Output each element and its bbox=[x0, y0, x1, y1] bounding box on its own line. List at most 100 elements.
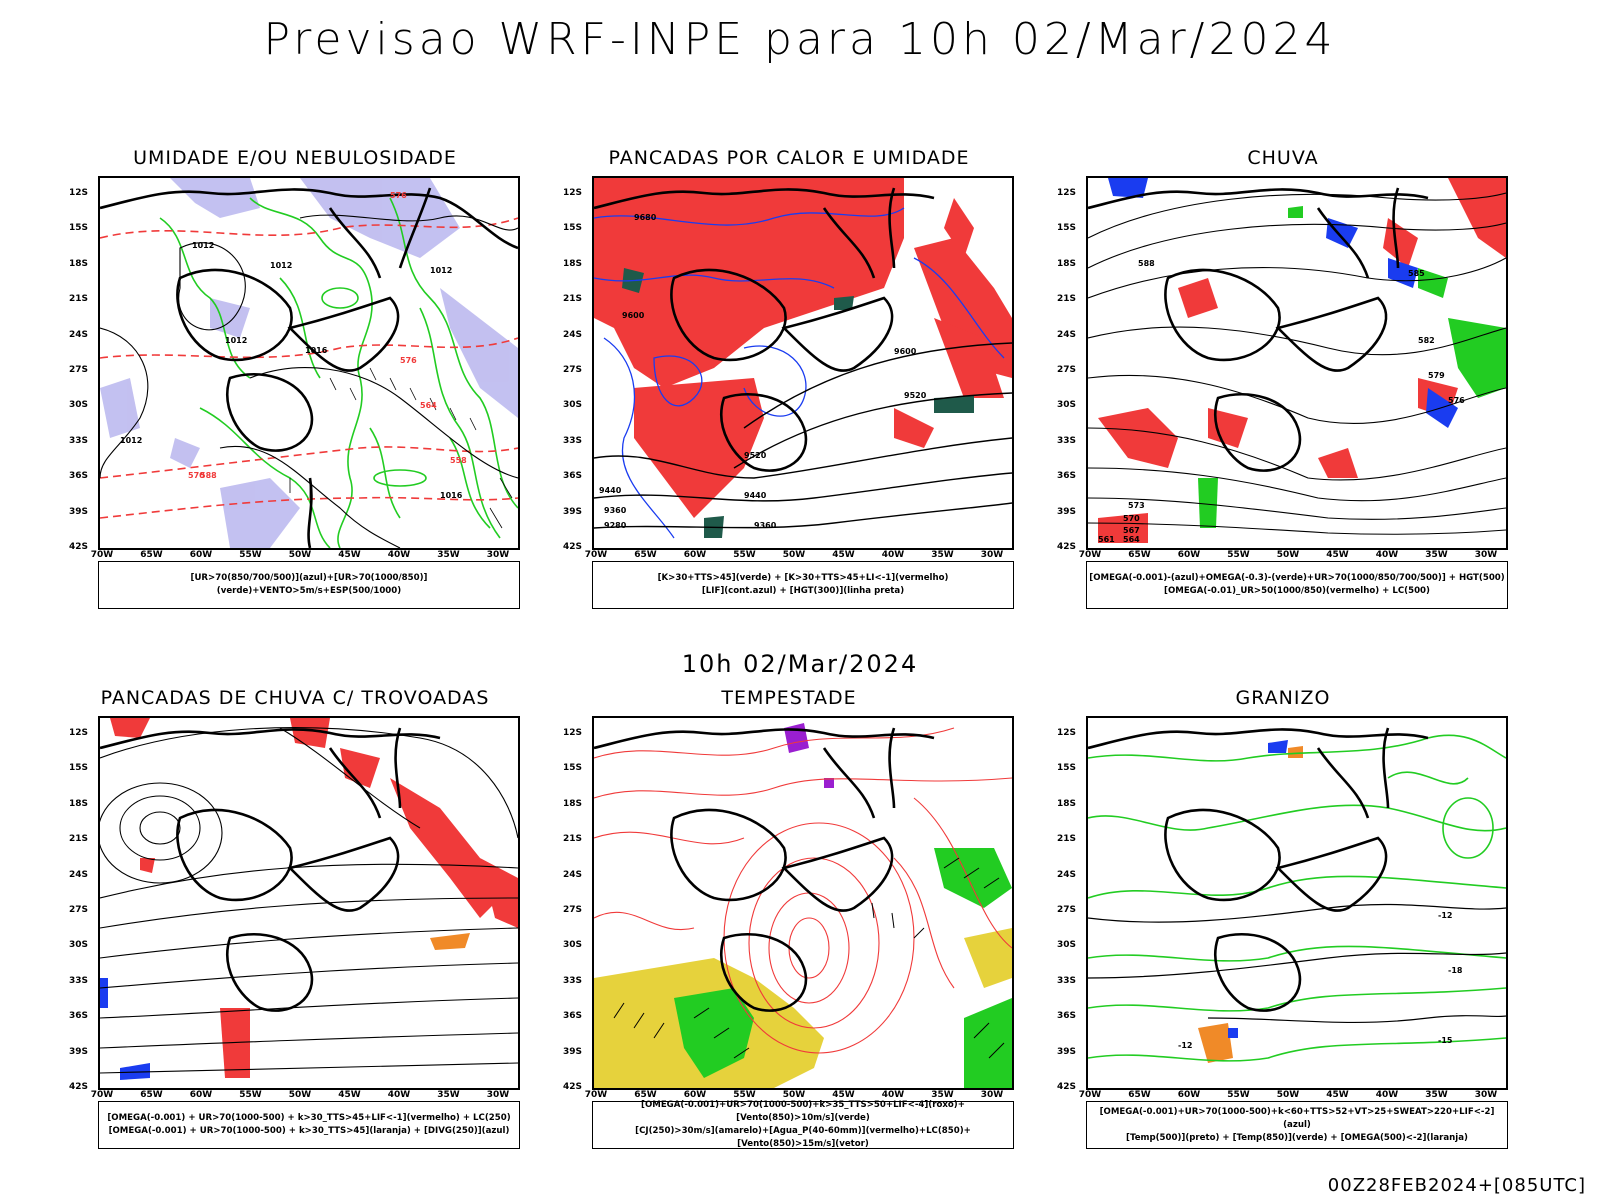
panel-chuva: CHUVA bbox=[1043, 147, 1523, 617]
country-borders bbox=[594, 187, 935, 472]
lat-tick-label: 12S bbox=[69, 188, 89, 198]
lon-tick-label: 50W bbox=[1276, 550, 1300, 560]
lon-tick-label: 60W bbox=[1177, 1090, 1201, 1100]
blue-thunder bbox=[100, 978, 150, 1080]
green-temp850 bbox=[1088, 734, 1506, 1062]
lat-tick-label: 24S bbox=[69, 869, 89, 880]
black-pressure-contours bbox=[100, 214, 518, 548]
lon-tick-label: 55W bbox=[733, 1090, 756, 1100]
lat-tick-label: 18S bbox=[1057, 798, 1077, 809]
lat-tick-label: 42S bbox=[69, 542, 89, 552]
lat-tick-label: 24S bbox=[1057, 869, 1077, 880]
lat-tick-label: 12S bbox=[1057, 188, 1077, 198]
lon-tick-label: 45W bbox=[832, 550, 855, 560]
legend-line: [OMEGA(-0.001)+UR>70(1000-500)+k<60+TTS>… bbox=[1099, 1106, 1495, 1130]
lon-tick-label: 55W bbox=[1227, 1090, 1250, 1100]
legend-line: [CJ(250)>30m/s](amarelo)+[Agua_P(40-60mm… bbox=[635, 1126, 971, 1149]
lat-tick-label: 36S bbox=[69, 471, 89, 482]
lat-tick-label: 18S bbox=[69, 258, 89, 269]
lat-tick-label: 36S bbox=[563, 1011, 583, 1022]
lat-tick-label: 30S bbox=[69, 940, 89, 951]
contour-label: 1016 bbox=[440, 491, 463, 500]
lat-tick-label: 33S bbox=[563, 975, 583, 986]
panel-title: TEMPESTADE bbox=[721, 687, 857, 709]
lat-tick-label: 39S bbox=[1057, 506, 1077, 517]
lon-tick-label: 60W bbox=[683, 550, 707, 560]
lat-tick-label: 33S bbox=[1057, 975, 1077, 986]
red-instability bbox=[594, 178, 1012, 518]
legend-line: [OMEGA(-0.001) + UR>70(1000-500) + k>30_… bbox=[108, 1126, 510, 1136]
red-dashed-thickness bbox=[100, 217, 518, 519]
lat-tick-label: 21S bbox=[69, 834, 89, 845]
contour-label: 579 bbox=[1428, 371, 1445, 380]
hgt300-contours bbox=[594, 342, 1012, 529]
lat-tick-label: 39S bbox=[69, 1046, 89, 1057]
lon-tick-label: 65W bbox=[634, 550, 657, 560]
contour-label: 573 bbox=[1128, 501, 1145, 510]
lat-tick-label: 30S bbox=[563, 940, 583, 951]
lon-tick-label: 30W bbox=[980, 550, 1004, 560]
lat-tick-label: 42S bbox=[563, 542, 583, 552]
lon-tick-label: 45W bbox=[338, 1090, 361, 1100]
contour-label: 570 bbox=[188, 471, 205, 480]
lat-tick-label: 36S bbox=[1057, 1011, 1077, 1022]
contour-label: 1016 bbox=[305, 346, 328, 355]
contour-label: 1012 bbox=[225, 336, 247, 345]
country-borders bbox=[594, 727, 935, 1012]
lon-tick-label: 50W bbox=[288, 550, 312, 560]
contour-label: -12 bbox=[1438, 911, 1452, 920]
yellow-jet bbox=[594, 928, 1012, 1088]
lat-tick-label: 18S bbox=[563, 798, 583, 809]
legend-line: [OMEGA(-0.001)+UR>70(1000-500)+k>35_TTS>… bbox=[641, 1100, 965, 1123]
map-umidade: 1012 1012 1012 1012 1016 1016 1012 576 5… bbox=[98, 176, 520, 550]
lon-tick-label: 65W bbox=[1128, 1090, 1151, 1100]
map-trovoadas bbox=[98, 716, 520, 1090]
lat-tick-label: 15S bbox=[69, 223, 89, 234]
contour-label: 9360 bbox=[604, 506, 627, 515]
contour-label: 564 bbox=[420, 401, 437, 410]
panel-title: UMIDADE E/OU NEBULOSIDADE bbox=[133, 147, 457, 169]
legend-line: [OMEGA(-0.001) + UR>70(1000-500) + k>30_… bbox=[107, 1113, 511, 1123]
contour-label: 9520 bbox=[744, 451, 767, 460]
green-humidity-contours bbox=[159, 197, 518, 548]
lon-tick-label: 40W bbox=[1375, 1090, 1399, 1100]
country-borders bbox=[100, 187, 518, 548]
legend-line: [OMEGA(-0.001)-(azul)+OMEGA(-0.3)-(verde… bbox=[1089, 573, 1505, 583]
lat-tick-label: 21S bbox=[1057, 834, 1077, 845]
blue-lif-contours bbox=[594, 207, 1005, 539]
contour-label: 588 bbox=[1138, 259, 1155, 268]
contour-label: -18 bbox=[1448, 966, 1463, 975]
lat-tick-label: 30S bbox=[1057, 940, 1077, 951]
panel-trovoadas: PANCADAS DE CHUVA C/ TROVOADAS bbox=[55, 687, 535, 1157]
lat-tick-label: 36S bbox=[563, 471, 583, 482]
lon-tick-label: 40W bbox=[881, 1090, 905, 1100]
lon-tick-label: 30W bbox=[486, 550, 510, 560]
lon-tick-label: 70W bbox=[1078, 1090, 1102, 1100]
contour-label: 588 bbox=[200, 471, 217, 480]
red-precip bbox=[1098, 178, 1506, 543]
wind-vectors bbox=[289, 367, 513, 529]
blue-hail bbox=[1228, 740, 1288, 1038]
lat-tick-label: 42S bbox=[1057, 1082, 1077, 1092]
lon-tick-label: 45W bbox=[1326, 550, 1349, 560]
lat-tick-label: 24S bbox=[563, 329, 583, 340]
panel-legend: [OMEGA(-0.001)+UR>70(1000-500)+k>35_TTS>… bbox=[592, 1100, 1014, 1149]
lat-tick-label: 24S bbox=[563, 869, 583, 880]
lat-tick-label: 36S bbox=[1057, 471, 1077, 482]
lon-tick-label: 70W bbox=[584, 550, 608, 560]
lat-tick-label: 15S bbox=[563, 763, 583, 774]
lon-tick-label: 35W bbox=[437, 550, 460, 560]
mid-timestamp: 10h 02/Mar/2024 bbox=[681, 650, 919, 678]
darkgreen-instability bbox=[622, 268, 974, 538]
legend-line: [LIF](cont.azul) + [HGT(300)](linha pret… bbox=[701, 586, 905, 596]
lon-tick-label: 70W bbox=[584, 1090, 608, 1100]
lon-tick-label: 40W bbox=[387, 550, 411, 560]
lon-tick-label: 35W bbox=[931, 1090, 954, 1100]
lat-tick-label: 30S bbox=[563, 400, 583, 411]
lon-tick-label: 65W bbox=[140, 1090, 163, 1100]
lat-tick-label: 42S bbox=[1057, 542, 1077, 552]
legend-line: [UR>70(850/700/500)](azul)+[UR>70(1000/8… bbox=[190, 573, 428, 596]
blue-precip bbox=[1108, 178, 1458, 428]
lat-tick-label: 27S bbox=[69, 365, 89, 375]
lat-tick-label: 30S bbox=[69, 400, 89, 411]
